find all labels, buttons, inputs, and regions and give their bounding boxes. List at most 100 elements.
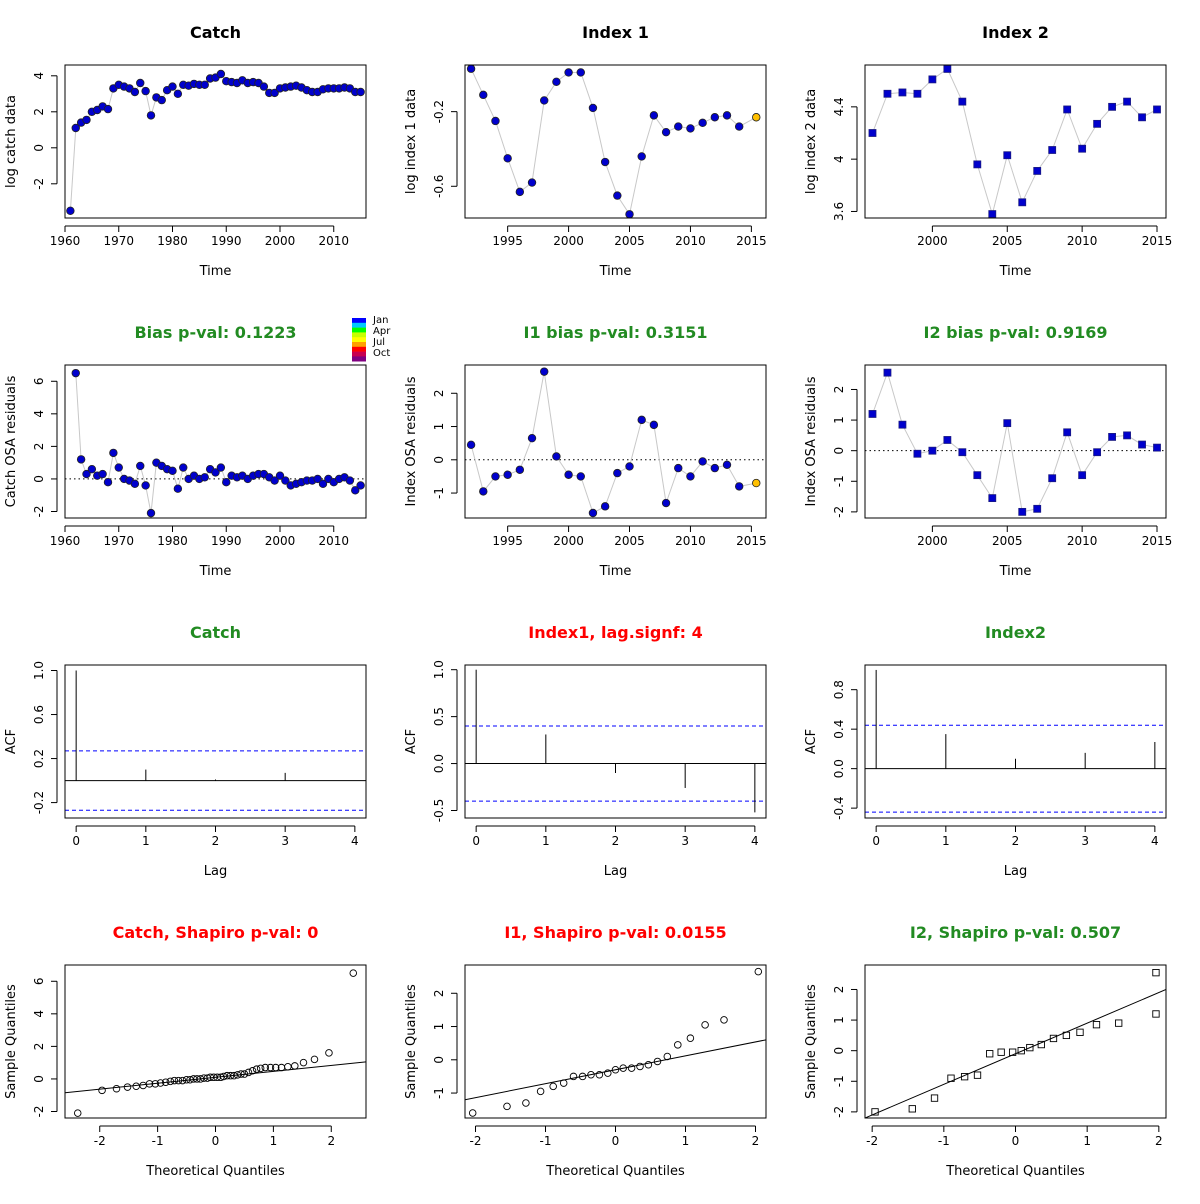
- index2-res-panel: I2 bias p-val: 0.9169 2000 2005 2010 2015 Tim…: [804, 323, 1172, 579]
- x-tick-label: 3: [681, 834, 689, 848]
- data-point: [351, 486, 360, 495]
- x-tick-label: 1: [682, 1134, 690, 1148]
- plot-frame: [464, 64, 767, 219]
- month-color-swatch: [352, 332, 366, 338]
- y-tick-label: 1.0: [32, 661, 46, 680]
- y-tick-label: 2: [32, 443, 46, 451]
- y-tick-label: 0: [832, 1047, 846, 1055]
- y-tick-label: 0: [832, 447, 846, 455]
- qq-point: [73, 1109, 82, 1117]
- x-axis-label: Theoretical Quantiles: [145, 1164, 285, 1179]
- qq-point: [1008, 1048, 1017, 1056]
- data-point: [1033, 504, 1042, 513]
- y-tick-label: -0.5: [432, 799, 446, 822]
- data-point: [356, 87, 365, 97]
- qq-point: [284, 1062, 292, 1071]
- month-color-swatch: [352, 327, 366, 333]
- data-point: [588, 103, 598, 113]
- x-tick-label: 2: [1012, 834, 1020, 848]
- data-point: [1003, 419, 1012, 428]
- x-tick-label: 0: [72, 834, 80, 848]
- y-axis-label: ACF: [404, 729, 419, 754]
- data-point: [216, 463, 226, 472]
- data-point: [552, 77, 561, 86]
- plot-frame: [64, 364, 367, 519]
- plot-frame: [464, 664, 767, 819]
- x-axis-label: Theoretical Quantiles: [945, 1164, 1085, 1179]
- x-tick-label: -2: [866, 1134, 878, 1148]
- index1-acf-panel: Index1, lag.signf: 4 0 1 2 3 4 Lag -0.5 0.0 0.5 1.…: [404, 623, 767, 879]
- chart-title: Index 1: [582, 23, 649, 42]
- x-axis-label: Time: [599, 264, 632, 279]
- data-point: [479, 487, 488, 496]
- data-point: [1033, 167, 1042, 175]
- index2-qq-panel: I2, Shapiro p-val: 0.507 -2 -1 0 1 2 Theoretic…: [804, 923, 1167, 1179]
- data-point: [564, 470, 573, 479]
- qq-point: [248, 1067, 257, 1075]
- data-point: [686, 124, 695, 133]
- data-point: [722, 111, 732, 120]
- catch-acf-panel: Catch 0 1 2 3 4 Lag -0.2 0.2 0.6 1.0 ACF: [4, 623, 367, 879]
- qq-point: [686, 1034, 695, 1042]
- qq-point: [161, 1078, 170, 1086]
- qq-point: [230, 1071, 238, 1080]
- qq-point: [1152, 969, 1160, 977]
- y-tick-label: 4: [32, 72, 46, 80]
- x-tick-label: 1980: [157, 234, 188, 248]
- data-point: [686, 472, 695, 481]
- qq-point: [930, 1094, 939, 1102]
- x-tick-label: 1960: [50, 234, 81, 248]
- qq-point: [587, 1071, 595, 1079]
- y-tick-label: 0: [32, 144, 46, 152]
- index1-obs-plot-area: [466, 65, 761, 218]
- y-tick-label: 1.0: [432, 660, 446, 679]
- qq-point: [310, 1055, 319, 1064]
- data-point: [710, 463, 720, 473]
- qq-point: [604, 1069, 612, 1077]
- y-tick-label: 0.5: [432, 707, 446, 726]
- data-point: [114, 463, 123, 472]
- data-point: [674, 122, 683, 131]
- y-tick-label: 2: [432, 989, 446, 997]
- data-point: [928, 75, 937, 84]
- x-tick-label: 1: [542, 834, 550, 848]
- x-tick-label: 2010: [1067, 534, 1098, 548]
- data-point: [179, 463, 188, 472]
- data-point: [491, 472, 500, 481]
- x-axis-label: Time: [199, 564, 232, 579]
- data-point: [87, 464, 97, 474]
- index1-obs-panel: Index 1 1995 2000 2005 2010 2015 Time -0.6 -0.2 l…: [404, 23, 767, 279]
- y-tick-label: 3.6: [832, 202, 846, 221]
- data-point: [988, 494, 997, 503]
- x-tick-label: 2010: [1067, 234, 1098, 248]
- plot-frame: [64, 964, 367, 1119]
- x-tick-label: -1: [152, 1134, 164, 1148]
- data-point: [157, 95, 166, 105]
- qq-point: [132, 1082, 140, 1091]
- qq-point: [123, 1083, 132, 1091]
- qq-point: [266, 1063, 275, 1072]
- x-tick-label: 2015: [1142, 534, 1173, 548]
- catch-res-plot-area: [65, 368, 366, 518]
- data-point: [527, 433, 537, 443]
- data-point: [1123, 431, 1131, 440]
- chart-title: Catch: [190, 23, 241, 42]
- y-tick-label: 0: [32, 1075, 46, 1083]
- data-point: [1063, 428, 1072, 437]
- data-point: [649, 111, 659, 120]
- plot-frame: [464, 964, 767, 1119]
- index2-acf-plot-area: [865, 669, 1166, 813]
- x-tick-label: 2: [612, 834, 620, 848]
- y-tick-label: -1: [432, 487, 446, 499]
- qq-point: [619, 1064, 627, 1072]
- x-axis-label: Lag: [1004, 864, 1027, 879]
- y-tick-label: 2: [32, 1043, 46, 1051]
- x-tick-label: 1990: [211, 534, 242, 548]
- data-point: [168, 466, 177, 475]
- data-point: [1078, 471, 1087, 480]
- x-tick-label: 2: [752, 1134, 760, 1148]
- qq-point: [871, 1108, 879, 1116]
- qq-point: [960, 1073, 969, 1081]
